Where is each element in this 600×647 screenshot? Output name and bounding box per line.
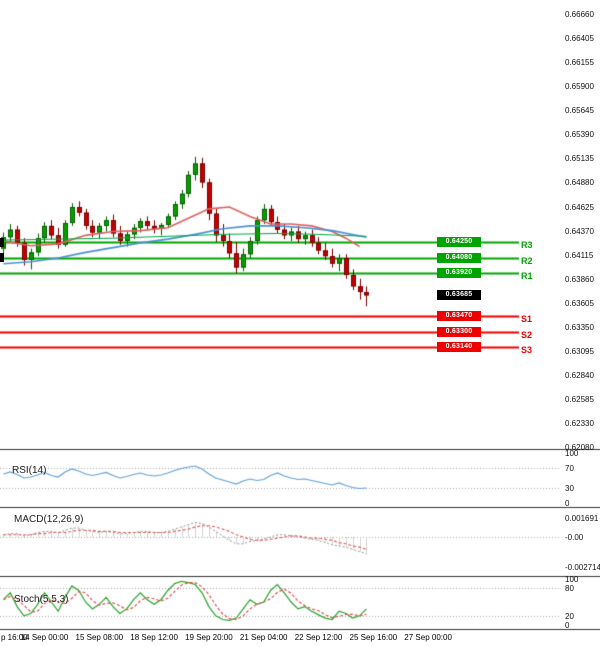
forex-analysis-chart: RSI(14) MACD(12,26,9) Stoch(5,5,3) 0.666…: [0, 0, 600, 647]
price-chart-canvas[interactable]: [0, 0, 600, 647]
